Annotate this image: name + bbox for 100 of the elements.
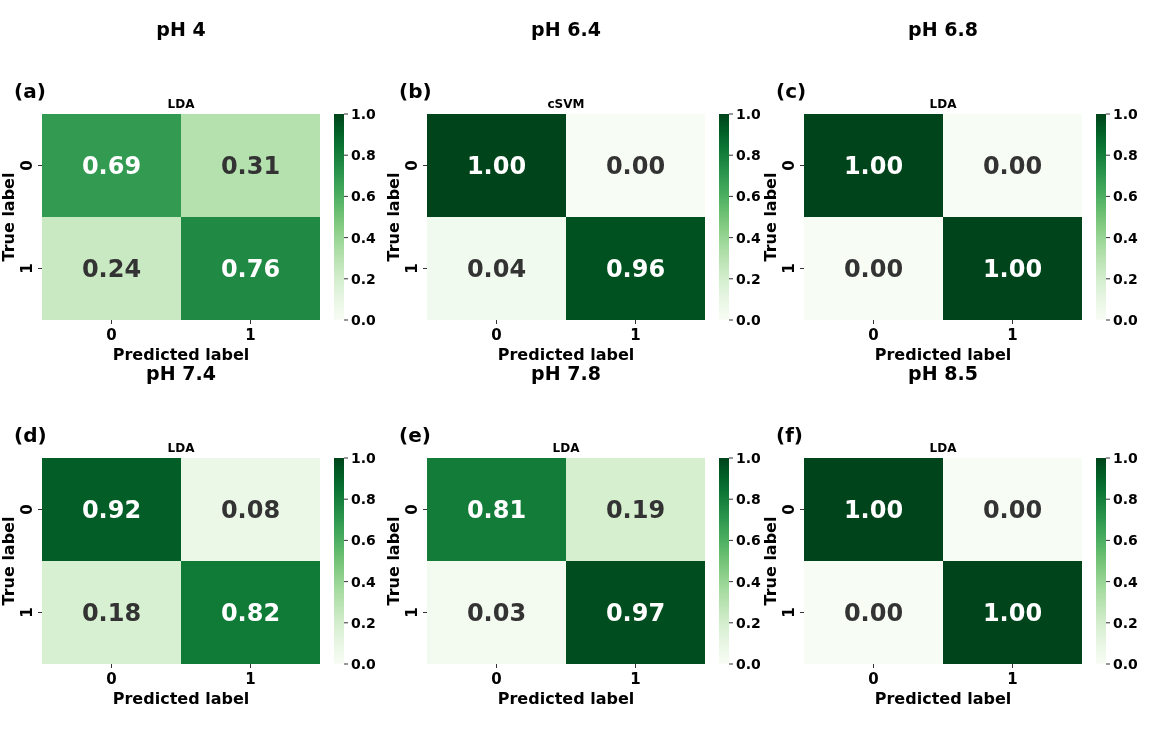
chart-subtitle: LDA bbox=[552, 441, 581, 455]
x-axis-title: Predicted label bbox=[497, 345, 635, 364]
color-bar-label: 0.6 bbox=[351, 188, 376, 205]
color-bar-label: 0.6 bbox=[1113, 188, 1138, 205]
x-axis-title: Predicted label bbox=[112, 345, 250, 364]
x-axis-title: Predicted label bbox=[497, 689, 635, 708]
data-label: 0.31 bbox=[220, 151, 281, 180]
x-tick-label: 0 bbox=[868, 670, 879, 688]
color-bar-label: 0.2 bbox=[736, 270, 761, 287]
color-bar-label: 0.0 bbox=[736, 655, 762, 672]
y-axis-title: True label bbox=[0, 516, 18, 606]
y-axis-title: True label bbox=[384, 172, 403, 262]
x-axis-title: Predicted label bbox=[112, 689, 250, 708]
chart-title: pH 8.5 bbox=[908, 362, 978, 384]
x-tick-label: 1 bbox=[245, 670, 256, 688]
x-tick-label: 1 bbox=[1007, 670, 1018, 688]
y-tick-label: 1 bbox=[780, 263, 798, 274]
chart-title: pH 7.8 bbox=[531, 362, 601, 384]
x-tick-label: 0 bbox=[106, 326, 117, 344]
color-bar-label: 0.4 bbox=[351, 229, 377, 246]
color-bar-label: 0.4 bbox=[736, 229, 762, 246]
color-bar-label: 0.6 bbox=[1113, 532, 1138, 549]
chart-title: pH 6.4 bbox=[531, 18, 601, 40]
x-tick-label: 1 bbox=[1007, 326, 1018, 344]
data-label: 0.19 bbox=[605, 495, 666, 524]
text: (e) bbox=[399, 423, 431, 447]
data-label: 0.03 bbox=[466, 598, 527, 627]
color-bar-label: 0.4 bbox=[736, 573, 762, 590]
data-label: 0.00 bbox=[843, 254, 904, 283]
x-tick-label: 1 bbox=[630, 326, 641, 344]
y-tick-label: 0 bbox=[780, 504, 798, 515]
data-label: 0.00 bbox=[605, 151, 666, 180]
color-bar-label: 0.8 bbox=[1113, 147, 1138, 164]
color-bar-label: 0.6 bbox=[736, 188, 761, 205]
chart-subtitle: LDA bbox=[929, 97, 958, 111]
x-axis-title: Predicted label bbox=[874, 689, 1012, 708]
y-axis-title: True label bbox=[0, 172, 18, 262]
y-tick-label: 1 bbox=[403, 263, 421, 274]
color-bar-label: 0.0 bbox=[1113, 655, 1139, 672]
y-tick-label: 0 bbox=[403, 160, 421, 171]
y-tick-label: 1 bbox=[18, 607, 36, 618]
color-bar-label: 0.0 bbox=[1113, 311, 1139, 328]
text: (d) bbox=[14, 423, 47, 447]
data-label: 0.00 bbox=[982, 495, 1043, 524]
data-label: 0.08 bbox=[220, 495, 281, 524]
y-axis-title: True label bbox=[761, 172, 780, 262]
text: (f) bbox=[776, 423, 803, 447]
x-tick-label: 1 bbox=[245, 326, 256, 344]
color-bar-label: 0.8 bbox=[1113, 491, 1138, 508]
data-label: 0.18 bbox=[81, 598, 142, 627]
color-bar-label: 1.0 bbox=[736, 105, 762, 122]
y-tick-label: 1 bbox=[18, 263, 36, 274]
color-bar-label: 0.6 bbox=[736, 532, 761, 549]
color-bar-label: 0.2 bbox=[351, 614, 376, 631]
data-label: 0.24 bbox=[81, 254, 142, 283]
chart-subtitle: LDA bbox=[167, 441, 196, 455]
chart-subtitle: LDA bbox=[929, 441, 958, 455]
x-tick-label: 1 bbox=[630, 670, 641, 688]
y-tick-label: 0 bbox=[18, 504, 36, 515]
chart-title: pH 7.4 bbox=[146, 362, 216, 384]
color-bar-label: 0.4 bbox=[351, 573, 377, 590]
data-label: 1.00 bbox=[982, 598, 1043, 627]
data-label: 0.97 bbox=[605, 598, 666, 627]
color-bar-label: 0.2 bbox=[1113, 270, 1138, 287]
color-bar-label: 0.0 bbox=[351, 655, 377, 672]
color-bar-label: 0.2 bbox=[1113, 614, 1138, 631]
data-label: 0.82 bbox=[220, 598, 281, 627]
data-label: 0.00 bbox=[843, 598, 904, 627]
data-label: 1.00 bbox=[843, 495, 904, 524]
y-axis-title: True label bbox=[761, 516, 780, 606]
text: (b) bbox=[399, 79, 432, 103]
x-tick-label: 0 bbox=[106, 670, 117, 688]
y-tick-label: 0 bbox=[18, 160, 36, 171]
y-axis-title: True label bbox=[384, 516, 403, 606]
color-bar-label: 1.0 bbox=[1113, 105, 1139, 122]
chart-subtitle: LDA bbox=[167, 97, 196, 111]
y-tick-label: 0 bbox=[780, 160, 798, 171]
text: (c) bbox=[776, 79, 807, 103]
color-bar-label: 0.8 bbox=[736, 147, 761, 164]
x-tick-label: 0 bbox=[491, 326, 502, 344]
data-label: 0.04 bbox=[466, 254, 527, 283]
data-label: 1.00 bbox=[843, 151, 904, 180]
data-label: 0.96 bbox=[605, 254, 666, 283]
data-label: 0.81 bbox=[466, 495, 527, 524]
x-tick-label: 0 bbox=[868, 326, 879, 344]
color-bar-label: 0.4 bbox=[1113, 229, 1139, 246]
x-tick-label: 0 bbox=[491, 670, 502, 688]
color-bar-label: 1.0 bbox=[736, 449, 762, 466]
data-label: 1.00 bbox=[466, 151, 527, 180]
color-bar-label: 0.0 bbox=[351, 311, 377, 328]
color-bar-label: 0.8 bbox=[351, 491, 376, 508]
color-bar-label: 0.0 bbox=[736, 311, 762, 328]
y-tick-label: 0 bbox=[403, 504, 421, 515]
chart-title: pH 6.8 bbox=[908, 18, 978, 40]
y-tick-label: 1 bbox=[403, 607, 421, 618]
color-bar-label: 0.2 bbox=[351, 270, 376, 287]
chart-title: pH 4 bbox=[156, 18, 206, 40]
y-tick-label: 1 bbox=[780, 607, 798, 618]
text: (a) bbox=[14, 79, 46, 103]
color-bar-label: 0.4 bbox=[1113, 573, 1139, 590]
